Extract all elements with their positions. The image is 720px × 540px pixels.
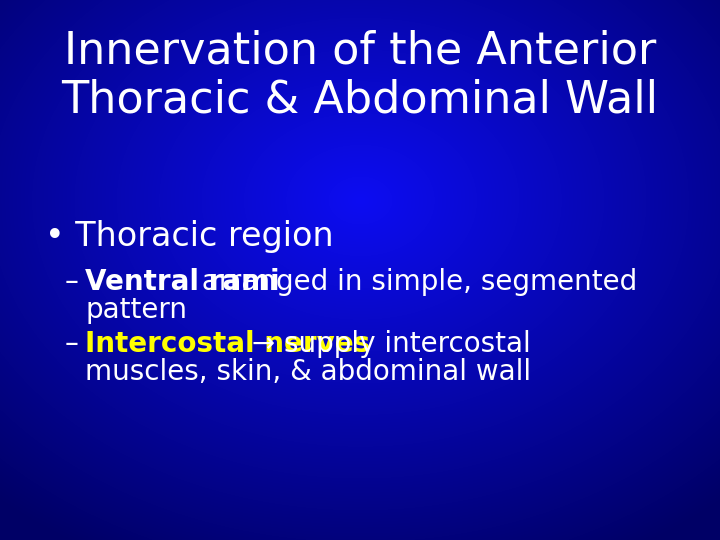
Text: muscles, skin, & abdominal wall: muscles, skin, & abdominal wall <box>85 358 531 386</box>
Text: • Thoracic region: • Thoracic region <box>45 220 333 253</box>
Text: pattern: pattern <box>85 296 187 324</box>
Text: –: – <box>65 268 88 296</box>
Text: Intercostal nerves: Intercostal nerves <box>85 330 370 358</box>
Text: –: – <box>65 330 88 358</box>
Text: Ventral rami: Ventral rami <box>85 268 279 296</box>
Text: Innervation of the Anterior
Thoracic & Abdominal Wall: Innervation of the Anterior Thoracic & A… <box>61 30 659 121</box>
Text: arranged in simple, segmented: arranged in simple, segmented <box>193 268 637 296</box>
Text: → supply intercostal: → supply intercostal <box>243 330 531 358</box>
